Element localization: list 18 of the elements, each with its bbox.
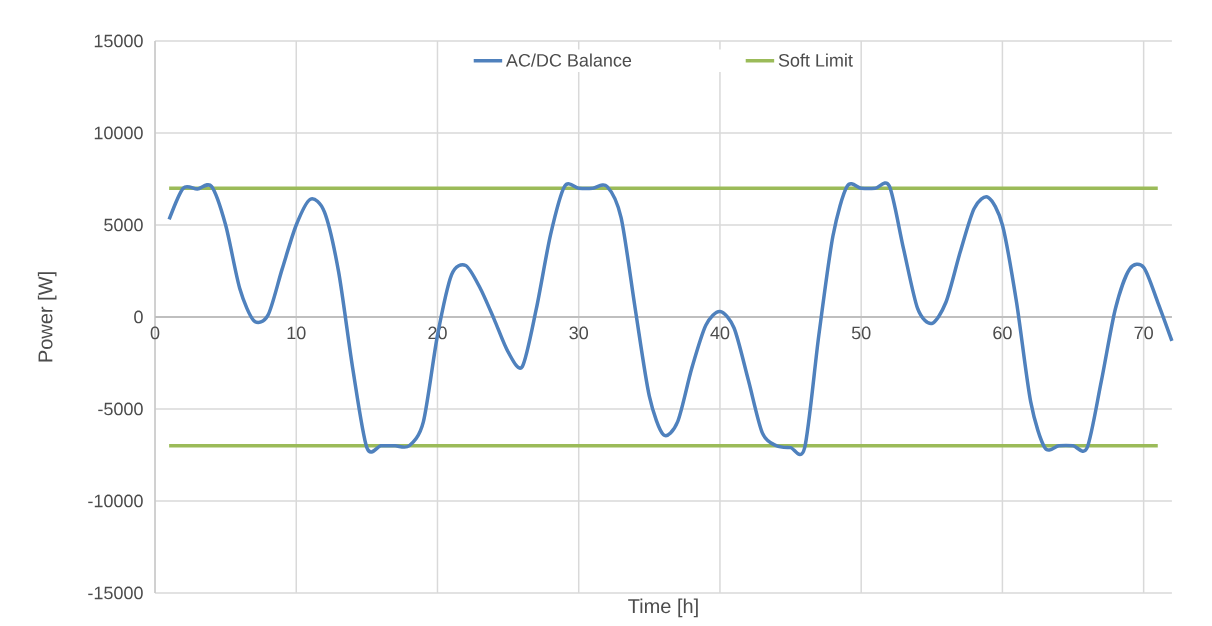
y-tick-label: -10000	[88, 494, 143, 508]
y-tick-label: -15000	[88, 586, 143, 600]
x-tick-label: 10	[287, 326, 306, 340]
x-axis-title: Time [h]	[628, 598, 698, 618]
y-tick-label: 0	[134, 310, 143, 324]
x-tick-label: 50	[851, 326, 871, 340]
x-tick-label: 30	[569, 326, 589, 340]
legend-label: AC/DC Balance	[505, 53, 632, 67]
y-tick-label: 5000	[104, 218, 143, 232]
y-tick-label: 15000	[94, 34, 143, 48]
y-tick-label: 10000	[94, 126, 143, 140]
x-tick-label: 60	[993, 326, 1012, 340]
x-tick-label: 40	[710, 326, 730, 340]
legend-label: Soft Limit	[778, 53, 853, 67]
x-tick-label: 70	[1134, 326, 1153, 340]
y-axis-title: Power [W]	[37, 272, 57, 362]
x-tick-label: 0	[150, 326, 160, 340]
y-tick-label: -5000	[98, 402, 143, 416]
